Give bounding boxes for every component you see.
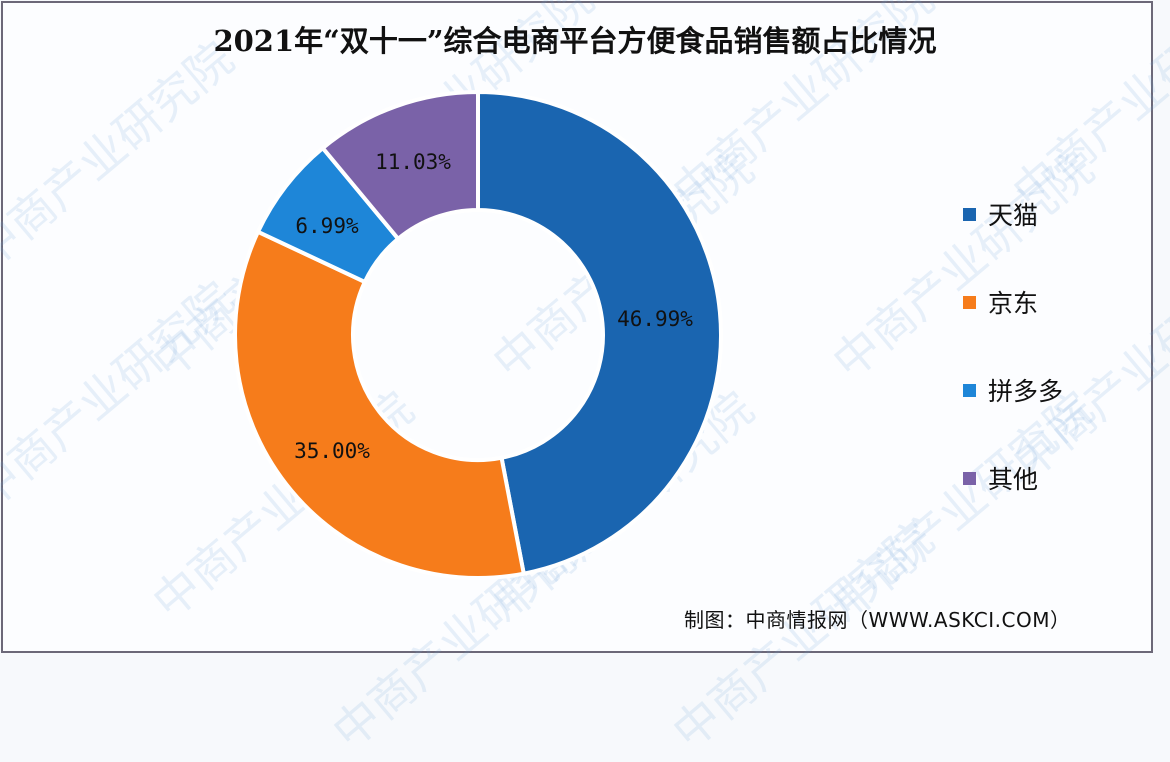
legend-label: 天猫 — [988, 201, 1039, 230]
chart-title: 2021年“双十一”综合电商平台方便食品销售额占比情况 — [213, 24, 937, 58]
slice-other-label: 11.03% — [375, 150, 451, 174]
slice-jd — [233, 229, 527, 580]
legend-swatch-icon — [963, 383, 976, 397]
legend-label: 拼多多 — [988, 377, 1064, 406]
slice-pinduoduo-label: 6.99% — [295, 214, 359, 238]
slice-tmall — [476, 89, 723, 576]
legend-item-other: 其他 — [963, 434, 1063, 522]
donut-chart: 46.99% 35.00% 6.99% 11.03% — [233, 89, 723, 580]
legend: 天猫 京东 拼多多 其他 — [963, 170, 1063, 522]
legend-item-tmall: 天猫 — [963, 170, 1063, 258]
legend-swatch-icon — [963, 295, 976, 309]
legend-label: 其他 — [988, 465, 1039, 494]
slice-jd-label: 35.00% — [294, 439, 370, 463]
legend-swatch-icon — [963, 207, 976, 221]
legend-item-pinduoduo: 拼多多 — [963, 346, 1063, 434]
slice-other — [319, 89, 480, 242]
slice-tmall-label: 46.99% — [617, 307, 693, 331]
legend-label: 京东 — [988, 289, 1039, 318]
legend-item-jd: 京东 — [963, 258, 1063, 346]
source-note: 制图：中商情报网（WWW.ASKCI.COM） — [684, 608, 1071, 632]
legend-swatch-icon — [963, 471, 976, 485]
